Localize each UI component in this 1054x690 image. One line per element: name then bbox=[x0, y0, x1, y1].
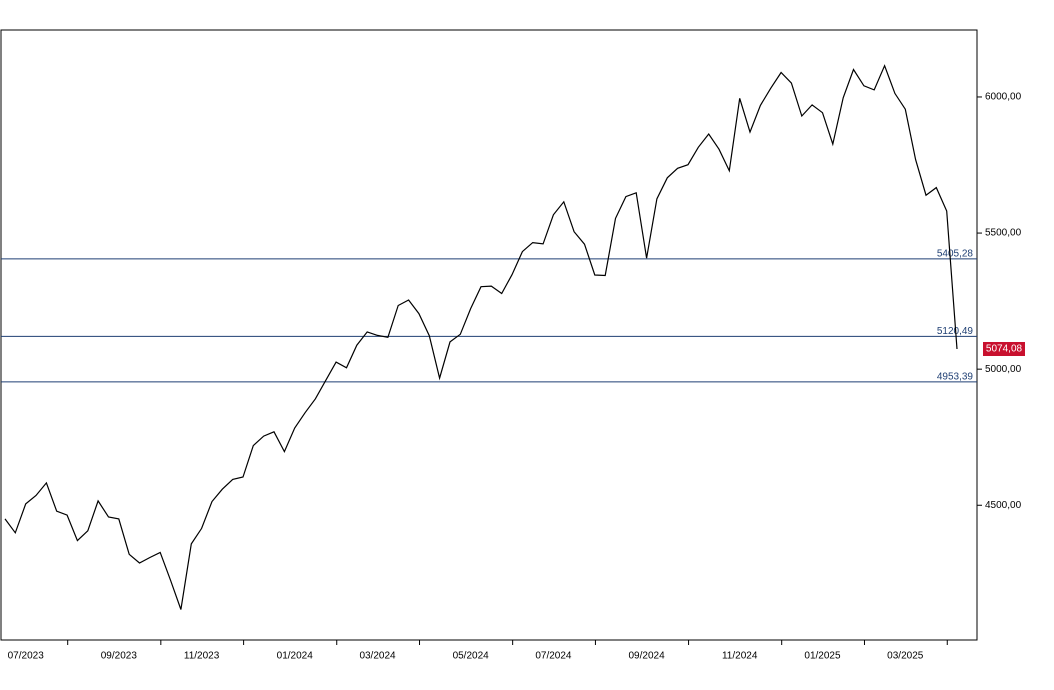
x-tick-label: 11/2023 bbox=[184, 651, 220, 662]
x-tick-label: 03/2024 bbox=[359, 651, 396, 662]
level-label: 5405,28 bbox=[937, 248, 974, 259]
y-tick-label: 6000,00 bbox=[985, 92, 1022, 103]
price-line bbox=[4, 64, 958, 610]
y-tick-label: 5500,00 bbox=[985, 228, 1022, 239]
x-tick-label: 11/2024 bbox=[722, 651, 758, 662]
x-tick-label: 07/2024 bbox=[535, 651, 572, 662]
y-tick-label: 4500,00 bbox=[985, 500, 1022, 511]
y-tick-label: 5000,00 bbox=[985, 364, 1022, 375]
x-tick-label: 03/2025 bbox=[887, 651, 924, 662]
x-tick-label: 07/2023 bbox=[8, 651, 45, 662]
x-tick-label: 01/2025 bbox=[804, 651, 841, 662]
level-label: 4953,39 bbox=[937, 371, 974, 382]
last-price-tag bbox=[983, 341, 1025, 356]
plot-frame bbox=[0, 29, 978, 641]
x-tick-label: 09/2024 bbox=[628, 651, 665, 662]
last-price-label: 5074,08 bbox=[986, 344, 1023, 355]
x-tick-label: 09/2023 bbox=[101, 651, 138, 662]
x-tick-label: 05/2024 bbox=[453, 651, 490, 662]
x-tick-label: 01/2024 bbox=[277, 651, 314, 662]
